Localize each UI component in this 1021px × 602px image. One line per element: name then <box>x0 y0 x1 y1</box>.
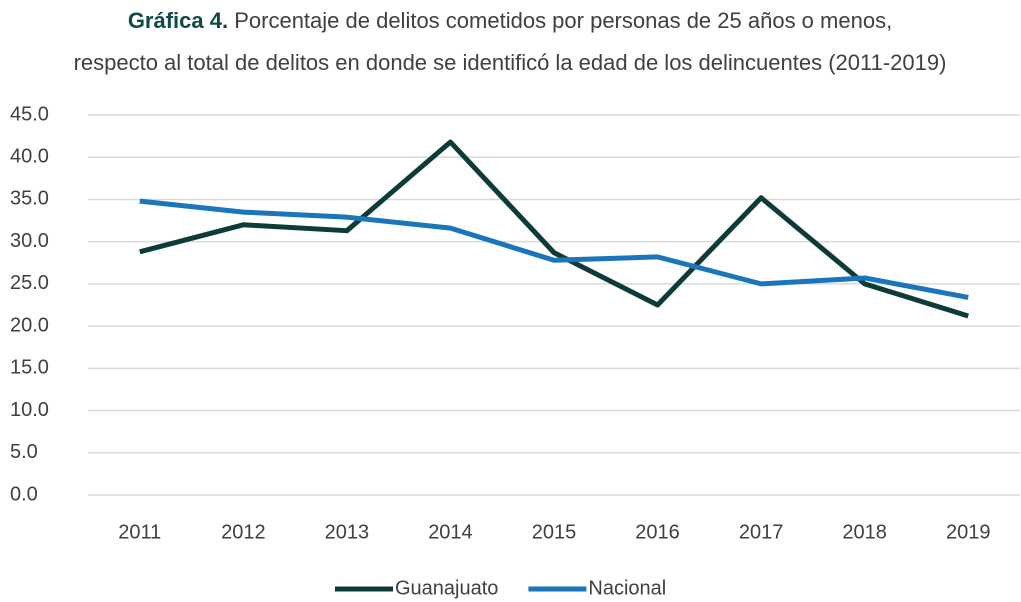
y-tick-label: 5.0 <box>10 441 38 463</box>
title-line: Porcentaje de delitos cometidos por pers… <box>234 8 892 33</box>
x-tick-label: 2017 <box>739 521 784 543</box>
series-line <box>139 198 969 300</box>
x-tick-label: 2018 <box>842 521 887 543</box>
title-label: Gráfica 4. <box>128 8 228 33</box>
x-tick-label: 2016 <box>635 521 680 543</box>
legend-label: Guanajuato <box>395 577 498 599</box>
x-tick-label: 2012 <box>221 521 266 543</box>
y-tick-label: 25.0 <box>10 272 49 294</box>
legend-label: Nacional <box>588 577 666 599</box>
x-tick-label: 2014 <box>428 521 473 543</box>
y-tick-label: 0.0 <box>10 483 38 505</box>
x-tick-label: 2019 <box>946 521 991 543</box>
y-tick-label: 30.0 <box>10 230 49 252</box>
y-tick-label: 40.0 <box>10 146 49 168</box>
y-tick-label: 45.0 <box>10 103 49 125</box>
y-tick-label: 20.0 <box>10 314 49 336</box>
x-tick-label: 2015 <box>532 521 577 543</box>
chart-title: respecto al total de delitos en donde se… <box>74 50 947 75</box>
y-tick-label: 15.0 <box>10 357 49 379</box>
y-tick-label: 10.0 <box>10 399 49 421</box>
x-tick-label: 2011 <box>118 521 161 543</box>
x-tick-label: 2013 <box>325 521 370 543</box>
y-tick-label: 35.0 <box>10 188 49 210</box>
series-line <box>139 139 969 319</box>
chart-title: Gráfica 4. Porcentaje de delitos cometid… <box>128 8 892 33</box>
